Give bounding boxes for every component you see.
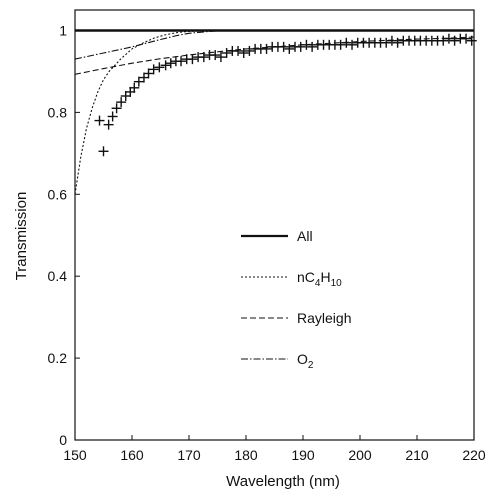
measured-point [138,72,149,83]
measured-point [154,62,165,73]
series-line-nc4h10 [74,29,474,195]
measured-point [466,35,477,46]
legend-label-o2-sub: 2 [308,360,314,371]
x-tick-label: 180 [234,447,258,463]
measured-point [301,39,312,50]
measured-point [143,68,154,79]
plot-frame [74,9,475,441]
measured-point [443,33,454,44]
measured-point [284,43,295,54]
legend-label-rayleigh: Rayleigh [297,310,351,326]
measured-point [347,39,358,50]
measured-point [392,37,403,48]
measured-point [238,48,249,58]
measured-point [438,35,449,46]
legend-label-nc4h10: nC4H10 [297,269,342,289]
measured-point [307,41,318,52]
measured-point [215,52,226,63]
measured-point [335,39,346,50]
measured-point [386,35,397,46]
measured-point [233,45,244,56]
y-tick-label: 0.8 [48,104,68,120]
legend-label-o2: O2 [297,351,314,371]
legend-label-nc4h10-sub2: 10 [331,278,343,289]
legend-label-nc4h10-sub1: 4 [315,278,321,289]
series-line-o2 [74,29,474,60]
x-tick-label: 160 [120,447,144,463]
y-tick-label: 1 [59,22,67,38]
measured-point [165,58,176,69]
measured-point [341,37,352,48]
measured-point [103,119,114,130]
y-tick-label: 0 [59,432,67,448]
measured-point [210,50,221,61]
measured-point [187,54,198,65]
measured-point [244,45,255,56]
measured-point [295,41,306,52]
measured-point [449,35,460,46]
measured-point [98,146,109,157]
measured-point [133,76,144,87]
measured-point [278,41,289,52]
axes [74,9,475,441]
measured-point [111,103,122,114]
legend-label-nc4h10-main: nC [297,269,315,285]
measured-point [176,56,187,67]
measured-point [198,52,209,63]
legend-label-all: All [297,228,313,244]
measured-point [261,43,272,54]
measured-point [107,111,118,122]
measured-point [116,97,127,108]
y-tick-label: 0.4 [48,268,68,284]
measured-point [120,91,131,101]
x-tick-label: 210 [405,447,429,463]
measured-point [461,33,472,44]
x-tick-label: 200 [348,447,372,463]
x-tick-label: 220 [462,447,486,463]
x-axis-label: Wavelength (nm) [226,473,340,490]
measured-point [160,60,171,71]
legend-label-nc4h10-mid: H [320,269,330,285]
measured-point [221,48,232,58]
x-tick-label: 170 [177,447,201,463]
x-tick-label: 190 [291,447,315,463]
y-tick-label: 0.2 [48,350,68,366]
legend: All nC4H10 Rayleigh O2 [241,228,351,371]
y-tick-label: 0.6 [48,186,68,202]
y-axis-label: Transmission [13,192,30,281]
marker-group [94,33,477,157]
measured-point [94,115,105,126]
measured-point [381,37,392,48]
measured-point [129,82,140,93]
series-group [74,29,475,195]
x-tick-label: 150 [63,447,87,463]
measured-point [148,64,159,75]
legend-label-o2-main: O [297,351,308,367]
